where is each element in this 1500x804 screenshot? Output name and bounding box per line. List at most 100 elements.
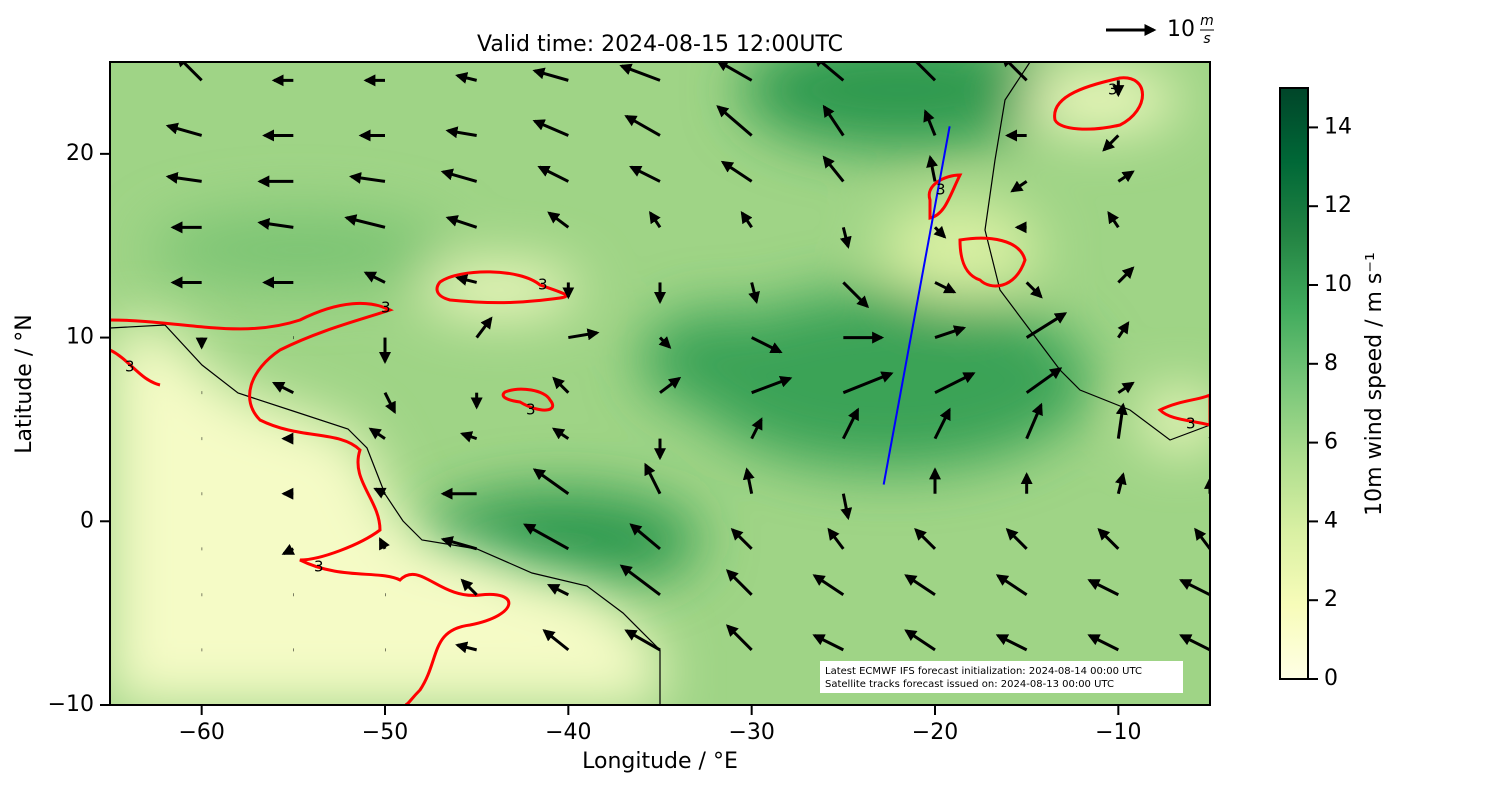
wind-arrow [812, 62, 845, 82]
wind-arrow [378, 537, 390, 551]
wind-arrow [649, 210, 662, 229]
wind-arrow [1010, 180, 1028, 193]
wind-arrow [995, 634, 1028, 652]
wind-arrow [475, 316, 493, 339]
wind-arrow [1208, 225, 1210, 228]
wind-arrow [175, 62, 203, 82]
wind-arrow [460, 578, 478, 596]
annotation: Latest ECMWF IFS forecast initialization… [825, 666, 1142, 677]
wind-arrow [383, 392, 396, 415]
wind-arrow [839, 226, 852, 249]
wind-arrow [546, 583, 570, 597]
wind-arrow [368, 427, 386, 440]
contour-label: 3 [526, 401, 536, 419]
wind-arrow [547, 211, 570, 229]
wind-arrow [445, 126, 477, 139]
wind-arrow [349, 172, 386, 184]
colorbar-tick-label: 2 [1324, 587, 1338, 612]
quiver-key-value: 10 [1167, 17, 1195, 42]
wind-arrow [926, 155, 938, 182]
wind-arrow [537, 165, 570, 183]
wind-arrow [1209, 390, 1210, 393]
contour-label: 3 [936, 181, 946, 199]
wind-arrow [715, 62, 753, 82]
wind-arrow [914, 527, 937, 550]
wind-arrow [455, 72, 478, 84]
wind-arrow [551, 427, 570, 440]
wind-arrow [624, 629, 661, 652]
contour-label: 3 [314, 558, 324, 576]
wind-arrow [827, 527, 845, 550]
wind-arrow [1117, 266, 1135, 284]
wind-arrow [1208, 434, 1210, 439]
colorbar-tick-label: 10 [1324, 272, 1352, 297]
wind-arrow [730, 527, 753, 550]
y-axis-label: Latitude / °N [12, 314, 37, 453]
wind-arrow [842, 281, 870, 309]
wind-arrow [904, 62, 937, 82]
chart-title: Valid time: 2024-08-15 12:00UTC [477, 32, 843, 57]
wind-arrow [1208, 179, 1210, 182]
wind-arrow [822, 155, 845, 183]
wind-arrow [1209, 133, 1210, 136]
wind-arrow [629, 523, 661, 550]
wind-arrow [750, 417, 763, 440]
wind-arrow [658, 336, 672, 349]
wind-arrow [725, 569, 753, 596]
y-tick-label: 20 [66, 141, 94, 166]
wind-arrow [1087, 634, 1120, 652]
wind-arrow [1117, 170, 1135, 183]
wind-arrow [440, 168, 478, 183]
coastline [110, 324, 661, 705]
wind-arrow [619, 63, 661, 82]
wind-arrow [742, 467, 755, 495]
colorbar-tick-label: 0 [1324, 666, 1338, 691]
y-tick-label: −10 [48, 692, 94, 717]
wind-arrow [1005, 527, 1028, 550]
coastline [984, 62, 1210, 441]
wind-arrow [995, 574, 1028, 597]
wind-arrow [440, 536, 478, 551]
contours [110, 76, 1210, 705]
contour-label: 3 [1108, 81, 1118, 99]
wind-arrow [455, 641, 478, 654]
x-axis-label: Longitude / °E [582, 749, 738, 774]
contour-label: 3 [1186, 415, 1196, 433]
wind-arrow [281, 543, 296, 555]
wind-arrow [1102, 134, 1120, 152]
wind-arrow [740, 210, 753, 229]
wind-arrow [750, 336, 783, 354]
wind-arrow [1208, 78, 1210, 81]
contour-label: 3 [381, 299, 391, 317]
wind-arrow [532, 468, 570, 495]
wind-arrow [1117, 381, 1135, 394]
wind-arrow [725, 624, 753, 651]
satellite-track [882, 126, 951, 485]
wind-arrow [1025, 281, 1043, 299]
wind-arrow [542, 629, 570, 652]
wind-arrow [659, 376, 682, 394]
wind-arrow [812, 634, 845, 652]
colorbar [1279, 87, 1309, 680]
wind-arrow [644, 462, 662, 495]
y-tick-label: 0 [80, 508, 94, 533]
wind-arrows [165, 62, 1210, 654]
x-tick-label: −10 [1095, 720, 1141, 745]
wind-arrow [1000, 62, 1028, 82]
x-tick-label: −40 [545, 720, 591, 745]
x-tick-label: −60 [178, 720, 224, 745]
colorbar-tick-label: 8 [1324, 351, 1338, 376]
plot-frame [109, 61, 1211, 706]
contour-label: 3 [538, 276, 548, 294]
wind-arrow [840, 493, 853, 521]
wind-arrow [1208, 335, 1210, 338]
wind-arrow [165, 172, 202, 184]
wind-arrow [1194, 527, 1210, 550]
wind-arrow [1179, 579, 1210, 597]
wind-arrow [373, 487, 387, 499]
wind-arrow [934, 325, 967, 339]
wind-arrow [841, 407, 860, 440]
wind-arrow [1025, 367, 1063, 394]
wind-arrow [532, 119, 569, 137]
wind-field: 3 3 3 3 3 3 3 3 Latest ECMWF IFS forecas… [110, 62, 1210, 705]
